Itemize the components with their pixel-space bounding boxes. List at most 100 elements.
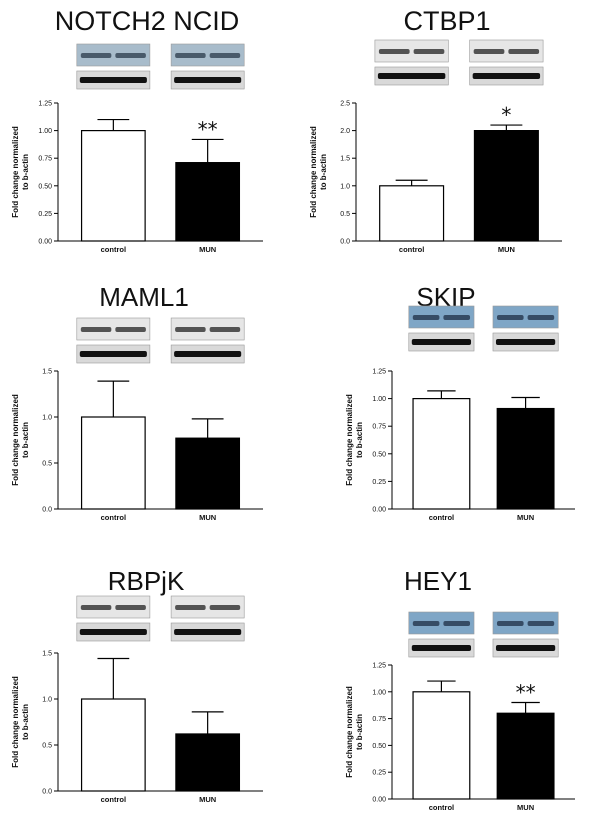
y-axis-label-line: Fold change normalized (11, 126, 20, 218)
chart-title: MAML1 (99, 282, 189, 312)
y-tick-label: 0.75 (372, 716, 386, 723)
y-axis-label: Fold change normalizedto b-actin (309, 126, 328, 218)
chart-title: HEY1 (404, 566, 472, 596)
blot-band (174, 351, 242, 357)
blot-band (472, 73, 541, 79)
blot-target-band (492, 611, 559, 635)
western-blot-images (408, 305, 559, 352)
y-axis-label: Fold change normalizedto b-actin (11, 394, 30, 486)
blot-band (175, 327, 206, 332)
y-tick-label: 1.25 (38, 101, 52, 108)
x-category-label: MUN (517, 803, 534, 812)
y-axis-label-line: Fold change normalized (309, 126, 318, 218)
y-tick-label: 1.5 (42, 651, 52, 658)
blot-band (496, 621, 524, 626)
blot-band (443, 315, 471, 320)
blot-band (174, 629, 242, 635)
y-tick-label: 0.0 (42, 789, 52, 796)
blot-band (209, 53, 241, 58)
blot-target-band (492, 305, 559, 329)
y-axis-label-line: to b-actin (21, 704, 30, 740)
blot-target-band (469, 39, 544, 63)
blot-band (411, 339, 472, 345)
blot-band (377, 73, 446, 79)
blot-band (496, 315, 524, 320)
bar-control (379, 185, 445, 242)
blot-target-band (170, 43, 245, 67)
western-blot-images (408, 611, 559, 658)
y-axis-label-line: Fold change normalized (11, 394, 20, 486)
y-tick-label: 0.5 (42, 461, 52, 468)
blot-band (378, 49, 410, 54)
y-tick-label: 0.25 (372, 479, 386, 486)
bar-mun (473, 130, 539, 242)
y-axis-label-line: to b-actin (319, 154, 328, 190)
y-tick-label: 1.25 (372, 663, 386, 670)
bar-control (80, 698, 146, 792)
y-tick-label: 0.50 (38, 183, 52, 190)
blot-band (115, 53, 146, 58)
chart-title: RBPjK (108, 566, 185, 596)
y-axis-label: Fold change normalizedto b-actin (345, 394, 364, 486)
y-tick-label: 1.00 (38, 128, 52, 135)
y-tick-label: 1.25 (372, 369, 386, 376)
chart-panel-maml1: MAML1 0.0 0.5 1.0 1.5 Fold change normalizedt… (11, 282, 263, 522)
bar-mun (175, 733, 241, 792)
y-axis-label-line: Fold change normalized (345, 686, 354, 778)
blot-target-band (76, 595, 151, 619)
blot-band (175, 605, 206, 610)
y-axis-label-line: to b-actin (21, 154, 30, 190)
x-category-label: control (101, 513, 126, 522)
blot-band (412, 315, 440, 320)
blot-band (80, 327, 112, 332)
y-tick-label: 0.0 (42, 507, 52, 514)
y-tick-label: 1.00 (372, 396, 386, 403)
blot-band (412, 621, 440, 626)
y-tick-label: 1.5 (340, 156, 350, 163)
y-tick-label: 0.00 (38, 239, 52, 246)
blot-band (473, 49, 505, 54)
bar-mun (175, 162, 241, 242)
y-axis-label-line: Fold change normalized (11, 676, 20, 768)
y-tick-label: 0.75 (38, 156, 52, 163)
significance-marker: ** (516, 681, 536, 705)
x-category-label: MUN (199, 795, 216, 804)
blot-band (443, 621, 471, 626)
blot-band (79, 629, 147, 635)
y-axis-label-line: Fold change normalized (345, 394, 354, 486)
y-tick-label: 0.75 (372, 424, 386, 431)
chart-title: CTBP1 (403, 6, 490, 36)
western-blot-images (76, 43, 245, 90)
significance-marker: ** (198, 117, 218, 141)
blot-band (527, 315, 555, 320)
blot-band (115, 327, 146, 332)
x-category-label: MUN (199, 245, 216, 254)
y-tick-label: 0.00 (372, 507, 386, 514)
chart-panel-ctbp1: CTBP1 0.0 0.5 1.0 1.5 2.0 2.5 Fold change norma… (309, 6, 562, 254)
significance-marker: * (501, 103, 511, 127)
y-tick-label: 0.50 (372, 451, 386, 458)
y-axis-label: Fold change normalizedto b-actin (345, 686, 364, 778)
blot-band (209, 327, 241, 332)
bar-mun (496, 712, 555, 800)
blot-target-band (76, 43, 151, 67)
x-category-label: control (101, 245, 126, 254)
blot-band (115, 605, 146, 610)
y-tick-label: 0.25 (372, 770, 386, 777)
x-category-label: control (429, 803, 454, 812)
x-category-label: MUN (517, 513, 534, 522)
western-blot-images (374, 39, 544, 86)
bar-control (80, 130, 146, 242)
blot-band (80, 605, 112, 610)
x-category-label: control (429, 513, 454, 522)
blot-band (79, 77, 147, 83)
y-tick-label: 1.0 (42, 697, 52, 704)
blot-band (80, 53, 112, 58)
y-axis-label-line: to b-actin (355, 714, 364, 750)
y-axis-label: Fold change normalizedto b-actin (11, 676, 30, 768)
y-tick-label: 0.5 (42, 743, 52, 750)
bar-control (80, 416, 146, 510)
y-axis-label-line: to b-actin (21, 422, 30, 458)
